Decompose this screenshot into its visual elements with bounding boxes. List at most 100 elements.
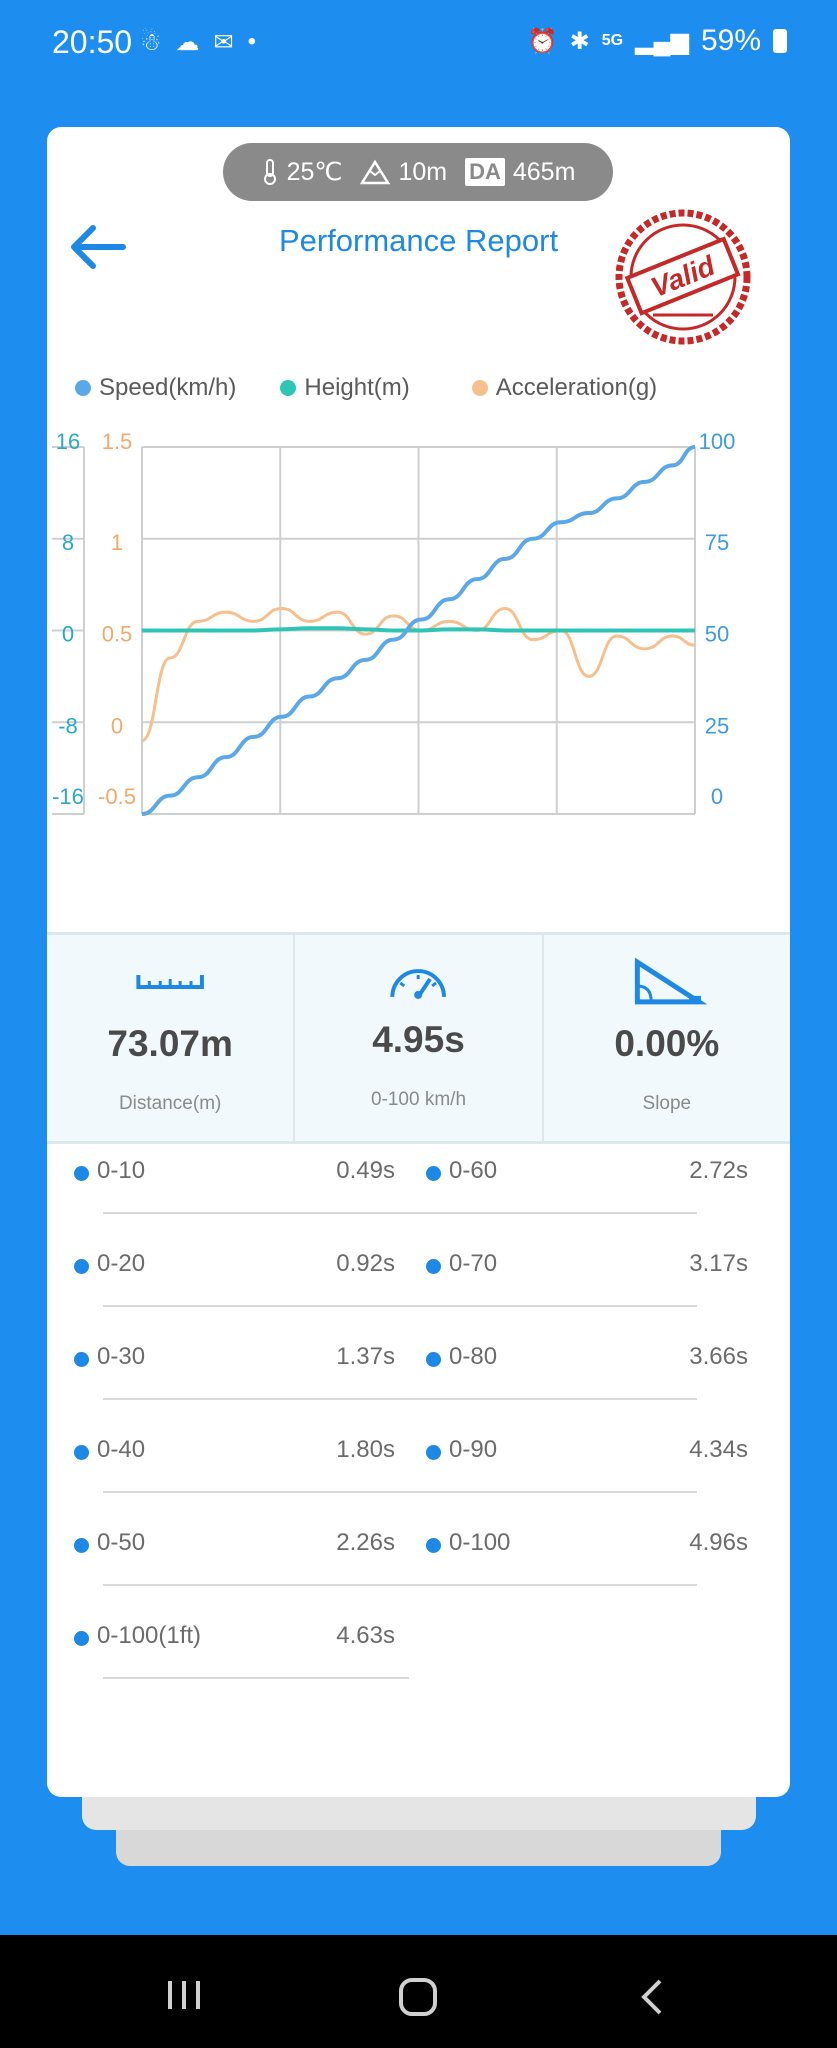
split-row: 0-20 0.92s	[47, 1250, 395, 1343]
battery-percent: 59%	[700, 24, 761, 57]
split-label: 0-10	[97, 1157, 146, 1184]
divider	[103, 1212, 697, 1214]
stat-label: Slope	[642, 1093, 692, 1114]
split-label: 0-50	[97, 1529, 146, 1556]
home-button[interactable]	[398, 1977, 438, 2017]
legend-acceleration: Acceleration(g)	[471, 374, 657, 402]
tick-label-height: -8	[58, 713, 78, 738]
notification-icons: ☃ ☁ ✉ •	[140, 28, 256, 57]
split-row: 0-100(1ft) 4.63s	[47, 1622, 395, 1715]
legend-dot-acceleration	[471, 380, 488, 396]
page-title: Performance Report	[278, 223, 559, 258]
split-time: 3.17s	[689, 1250, 748, 1277]
bullet-icon	[74, 1445, 89, 1460]
series-line-speed	[141, 445, 696, 816]
split-time: 2.26s	[336, 1529, 395, 1556]
split-label: 0-30	[97, 1343, 146, 1370]
split-time: 1.37s	[336, 1343, 395, 1370]
status-bar: 20:50 ☃ ☁ ✉ • ⏰ ✱ 5G ▂▄▆ 59%	[0, 0, 837, 72]
tick-label-height: 0	[62, 622, 74, 647]
bullet-icon	[426, 1352, 441, 1367]
back-button[interactable]	[63, 217, 133, 277]
temperature-value: 25℃	[286, 158, 343, 186]
split-label: 0-40	[97, 1436, 146, 1463]
split-time: 4.63s	[336, 1622, 395, 1649]
stat-slope: 0.00% Slope	[544, 935, 790, 1141]
signal-icon: ▂▄▆	[635, 27, 689, 55]
divider	[103, 1584, 697, 1586]
tick-label-acceleration: 0.5	[102, 622, 133, 647]
legend-label-height: Height(m)	[304, 374, 410, 401]
back-nav-button[interactable]	[636, 1977, 668, 2017]
legend-height: Height(m)	[280, 374, 410, 402]
split-time: 0.92s	[336, 1250, 395, 1277]
legend-label-speed: Speed(km/h)	[99, 374, 237, 401]
recent-apps-button[interactable]	[166, 1977, 202, 2013]
split-label: 0-70	[449, 1250, 498, 1277]
tick-label-acceleration: 1	[111, 530, 123, 555]
altitude-value: 10m	[398, 157, 448, 186]
split-row: 0-60 2.72s	[399, 1157, 748, 1250]
tick-label-acceleration: -0.5	[98, 784, 136, 809]
stat-distance: 73.07m Distance(m)	[47, 935, 296, 1141]
split-label: 0-20	[97, 1250, 146, 1277]
mountain-icon	[360, 159, 391, 185]
system-icons: ⏰ ✱ 5G ▂▄▆ 59%	[528, 24, 787, 58]
tick-label-height: 8	[62, 530, 74, 555]
tick-label-speed: 75	[705, 530, 729, 555]
performance-chart: 16 8 0 -8 -16 1.5 1 0.5 0 -0.5 100 75 50 25 0	[52, 429, 736, 816]
split-label: 0-100(1ft)	[97, 1622, 202, 1649]
split-row: 0-30 1.37s	[47, 1343, 395, 1436]
split-row: 0-100 4.96s	[399, 1529, 748, 1622]
divider	[103, 1305, 697, 1307]
divider	[103, 1491, 697, 1493]
more-notifications-icon: •	[247, 28, 257, 55]
ruler-icon	[136, 975, 204, 989]
stat-value: 73.07m	[107, 1023, 233, 1064]
bullet-icon	[426, 1166, 441, 1181]
split-time: 0.49s	[336, 1157, 395, 1184]
navigation-bar	[0, 1935, 837, 2048]
density-altitude-icon: DA	[465, 158, 505, 186]
density-altitude-value: 465m	[512, 157, 576, 186]
tick-label-acceleration: 0	[111, 713, 123, 738]
notification-icon: ☁	[175, 29, 200, 56]
altitude-info: 10m	[360, 158, 447, 187]
bullet-icon	[426, 1538, 441, 1553]
tick-label-height: 16	[56, 429, 80, 454]
stamp-icon: Valid	[615, 209, 751, 345]
notification-icon: ☃	[140, 29, 162, 56]
bullet-icon	[74, 1352, 89, 1367]
network-type-icon: 5G	[601, 32, 624, 49]
tick-label-speed: 100	[699, 429, 736, 454]
split-row: 0-40 1.80s	[47, 1436, 395, 1529]
back-arrow-icon	[71, 225, 126, 269]
temperature-info: 25℃	[261, 157, 343, 187]
chart-legend: Speed(km/h) Height(m) Acceleration(g)	[75, 374, 657, 402]
thermometer-icon	[263, 159, 276, 185]
bullet-icon	[426, 1445, 441, 1460]
split-label: 0-80	[449, 1343, 498, 1370]
stat-value: 0.00%	[614, 1023, 720, 1064]
battery-icon	[773, 29, 787, 53]
slope-icon	[634, 957, 708, 1005]
bullet-icon	[74, 1259, 89, 1274]
split-label: 0-100	[449, 1529, 511, 1556]
legend-speed: Speed(km/h)	[75, 374, 236, 402]
tick-label-height: -16	[52, 784, 84, 809]
bullet-icon	[74, 1166, 89, 1181]
stat-label: 0-100 km/h	[370, 1089, 467, 1110]
split-label: 0-60	[449, 1157, 498, 1184]
split-time: 1.80s	[336, 1436, 395, 1463]
split-label: 0-90	[449, 1436, 498, 1463]
speedometer-icon	[390, 969, 447, 999]
series-line-height	[141, 626, 695, 633]
bullet-icon	[426, 1259, 441, 1274]
divider	[103, 1398, 697, 1400]
split-time: 3.66s	[689, 1343, 748, 1370]
legend-dot-height	[280, 380, 297, 396]
environment-info: 25℃ 10m DA 465m	[223, 143, 613, 201]
stats-panel: 73.07m Distance(m) 4.95s 0-100 km/h 0.00…	[47, 932, 790, 1144]
split-row: 0-80 3.66s	[399, 1343, 748, 1436]
density-altitude-info: DA 465m	[465, 158, 575, 187]
